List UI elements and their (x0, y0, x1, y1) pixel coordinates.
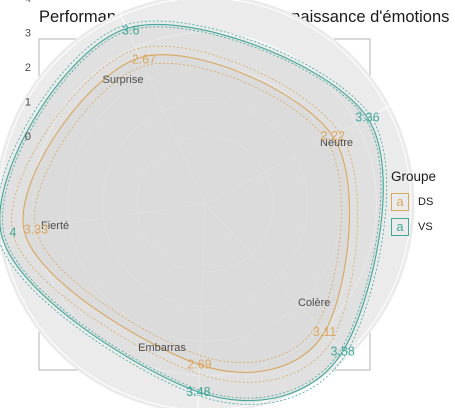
legend-title: Groupe (391, 169, 437, 184)
series-line-vs (0, 24, 384, 402)
data-label-ds-neutre: 2.22 (321, 129, 345, 143)
legend-item-vs: a VS (391, 217, 433, 237)
data-label-ds-embarras: 2.69 (187, 358, 211, 372)
legend-key-vs: a (391, 218, 409, 236)
data-label-ds-fierté: 3.33 (24, 223, 48, 237)
y-tick-label-4: 4 (25, 0, 31, 5)
legend-label-ds: DS (418, 196, 434, 208)
category-label-colère: Colère (298, 297, 330, 309)
band-inner-ds (34, 62, 342, 363)
legend-label-vs: VS (418, 221, 433, 233)
legend-item-ds: a DS (391, 192, 433, 212)
data-label-vs-surprise: 3.6 (122, 23, 139, 37)
category-label-surprise: Surprise (103, 74, 144, 86)
y-tick-label-0: 0 (25, 131, 31, 143)
data-label-vs-embarras: 3.48 (186, 385, 210, 399)
y-tick-label-2: 2 (25, 62, 31, 74)
category-labels: Neutre Colère Embarras Fierté Surprise (41, 74, 353, 354)
category-label-neutre: Neutre (320, 137, 353, 149)
category-label-embarras: Embarras (138, 342, 186, 354)
data-label-vs-fierté: 4 (10, 226, 17, 240)
grid-circle-4 (0, 0, 411, 408)
y-tick-label-1: 1 (25, 97, 31, 109)
category-label-fierté: Fierté (41, 220, 69, 232)
data-label-ds-colère: 3.11 (313, 325, 336, 339)
y-axis-tick-labels: 0 1 2 3 4 (25, 0, 31, 143)
band-outer-vs (0, 20, 388, 405)
confidence-bands (0, 20, 388, 405)
series-lines (0, 24, 384, 402)
data-label-vs-neutre: 3.36 (355, 111, 379, 125)
band-outer-ds (11, 45, 359, 383)
data-label-ds-surprise: 2.67 (132, 53, 156, 67)
data-labels: 2.22 3.11 2.69 3.33 2.67 3.36 3.88 3.48 4 3.6 (10, 23, 380, 399)
y-tick-label-3: 3 (25, 28, 31, 40)
band-inner-vs (2, 26, 382, 399)
series-line-ds (22, 54, 351, 373)
legend-key-ds: a (391, 193, 409, 211)
data-label-vs-colère: 3.88 (331, 345, 355, 359)
